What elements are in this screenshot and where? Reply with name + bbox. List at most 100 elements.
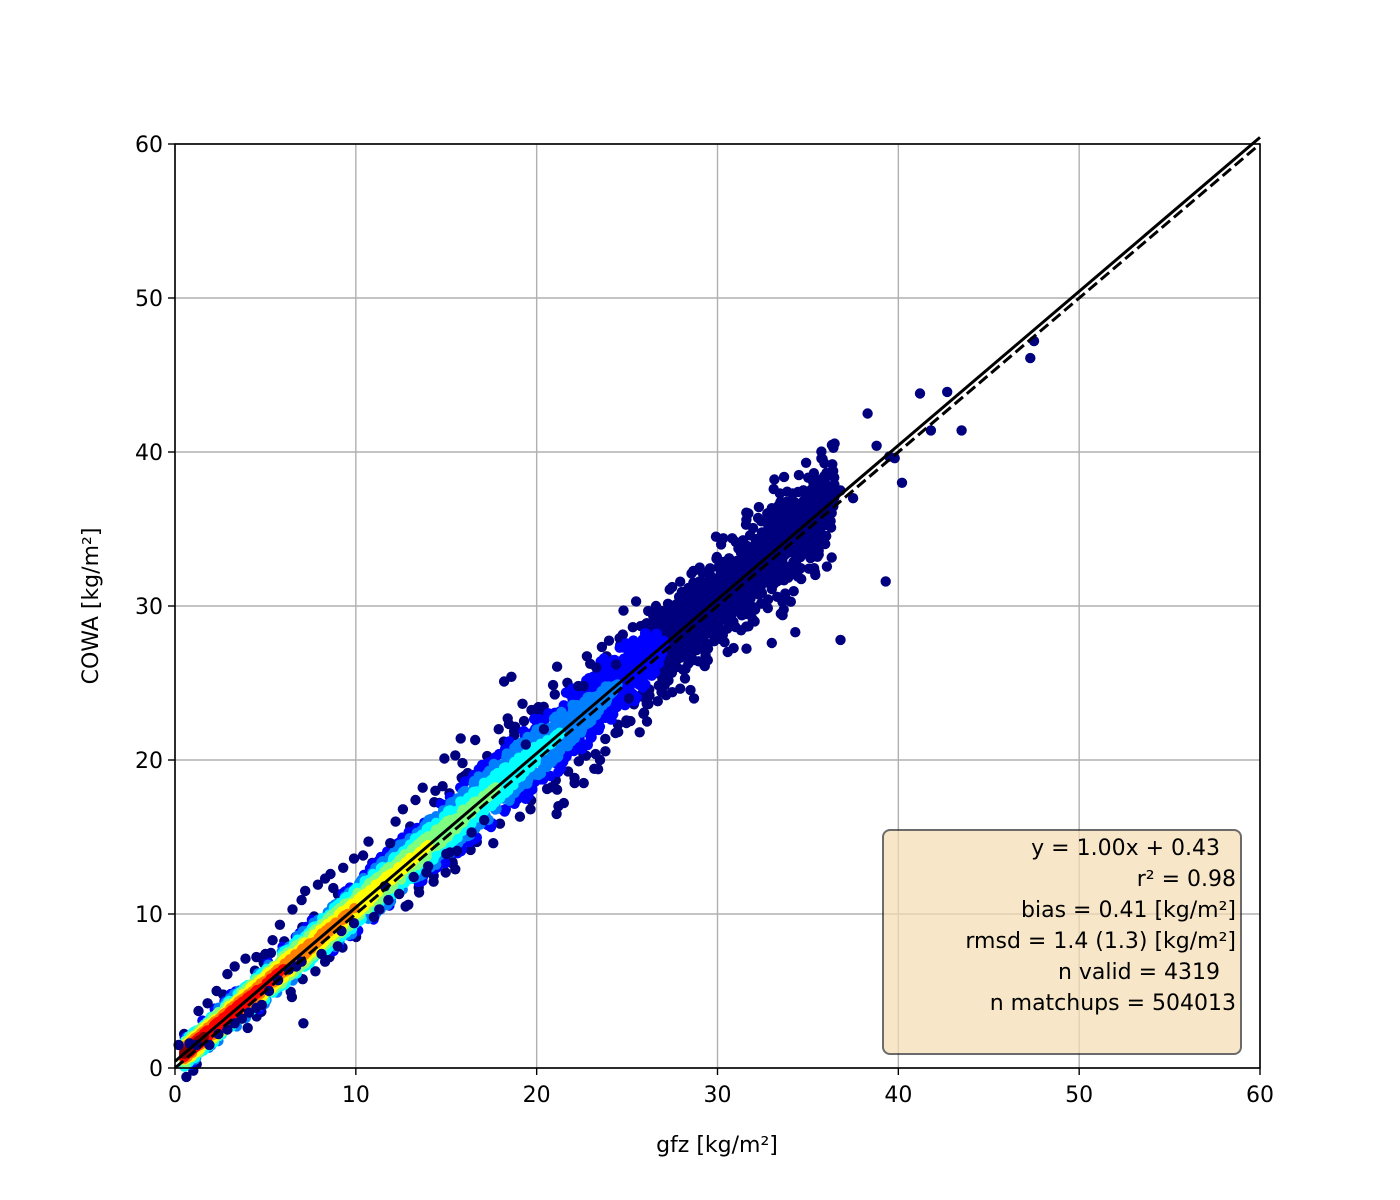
data-point — [767, 515, 779, 526]
outlier-point — [251, 951, 262, 963]
data-point — [685, 684, 696, 696]
y-tick-label: 0 — [149, 1057, 163, 1082]
outlier-point — [410, 794, 421, 806]
outlier-point — [777, 610, 788, 621]
x-axis-label: gfz [kg/m²] — [656, 1133, 778, 1158]
data-point — [719, 557, 730, 568]
rmsd-value: rmsd = 1.4 (1.3) [kg/m²] — [965, 929, 1236, 954]
outlier-point — [430, 785, 441, 796]
data-point — [685, 631, 697, 643]
outlier-point — [368, 911, 380, 923]
data-point — [600, 746, 611, 757]
outlier-point — [229, 961, 240, 972]
outlier-point — [659, 677, 671, 689]
data-point — [596, 641, 608, 653]
data-point — [792, 514, 803, 525]
data-point — [773, 500, 784, 511]
outlier-point — [578, 777, 589, 789]
outlier-point — [267, 935, 278, 946]
outlier-point — [450, 750, 461, 761]
axis-ticks: 0 10 20 30 40 50 60 0 10 20 30 40 50 60 — [135, 133, 1274, 1108]
data-point — [774, 510, 786, 521]
data-point — [808, 563, 820, 574]
y-tick-label: 60 — [135, 133, 163, 158]
outlier-point — [439, 753, 450, 764]
data-point — [693, 589, 704, 600]
data-point — [722, 623, 733, 634]
outlier-point — [319, 873, 331, 884]
outlier-point — [357, 850, 369, 861]
outlier-point — [202, 998, 213, 1009]
outlier-point — [403, 899, 414, 910]
outlier-point — [809, 480, 821, 492]
data-point — [675, 576, 686, 587]
data-point — [440, 867, 451, 878]
outlier-point — [316, 948, 327, 960]
data-point — [753, 501, 765, 513]
outlier-point — [332, 941, 343, 952]
data-point — [181, 1071, 192, 1083]
data-point — [752, 512, 764, 524]
data-point — [722, 646, 733, 658]
outlier-point — [800, 457, 812, 468]
data-point — [627, 622, 638, 633]
outlier-point — [502, 713, 513, 724]
data-point — [825, 485, 837, 497]
outlier-point — [374, 904, 385, 915]
data-point — [242, 1022, 253, 1034]
outlier-point — [623, 693, 635, 704]
data-point — [730, 621, 741, 633]
outlier-point — [300, 885, 311, 897]
outlier-point — [193, 1005, 204, 1017]
outlier-point — [312, 879, 324, 890]
data-point — [741, 643, 752, 654]
data-point — [795, 563, 806, 574]
x-tick-label: 50 — [1065, 1083, 1093, 1108]
outlier-point — [466, 827, 477, 838]
data-point — [711, 551, 723, 563]
outlier-point — [592, 764, 604, 775]
outlier-point — [896, 477, 908, 488]
outlier-point — [428, 876, 439, 887]
data-point — [778, 471, 790, 483]
outlier-point — [455, 733, 466, 744]
data-point — [761, 566, 773, 577]
data-point — [800, 535, 812, 546]
outlier-point — [705, 563, 716, 575]
data-point — [711, 576, 722, 587]
outlier-point — [630, 596, 642, 607]
outlier-point — [421, 867, 432, 878]
y-tick-label: 20 — [135, 749, 163, 774]
data-point — [820, 538, 831, 550]
one-to-one-line — [174, 142, 1261, 1070]
outlier-point — [538, 724, 550, 735]
data-point — [525, 804, 536, 815]
y-tick-label: 10 — [135, 903, 163, 928]
y-axis-label: COWA [kg/m²] — [79, 528, 104, 685]
outlier-point — [594, 754, 606, 766]
data-point — [683, 658, 694, 669]
data-point — [769, 474, 780, 485]
data-point — [652, 696, 663, 707]
data-point — [827, 459, 838, 470]
data-point — [517, 698, 528, 709]
data-point — [751, 535, 762, 546]
data-point — [741, 621, 752, 632]
outlier-point — [715, 539, 727, 550]
data-point — [549, 689, 560, 700]
data-point — [691, 597, 703, 608]
data-point — [675, 683, 686, 694]
outlier-point — [925, 425, 937, 436]
data-point — [744, 592, 756, 603]
data-point — [792, 550, 803, 561]
data-point — [713, 619, 724, 630]
data-point — [610, 727, 621, 739]
data-point — [826, 552, 837, 563]
data-point — [494, 818, 506, 829]
outlier-point — [790, 627, 801, 638]
outlier-point — [222, 968, 233, 980]
outlier-point — [298, 1018, 309, 1029]
outlier-point — [772, 591, 783, 602]
data-point — [705, 585, 716, 596]
